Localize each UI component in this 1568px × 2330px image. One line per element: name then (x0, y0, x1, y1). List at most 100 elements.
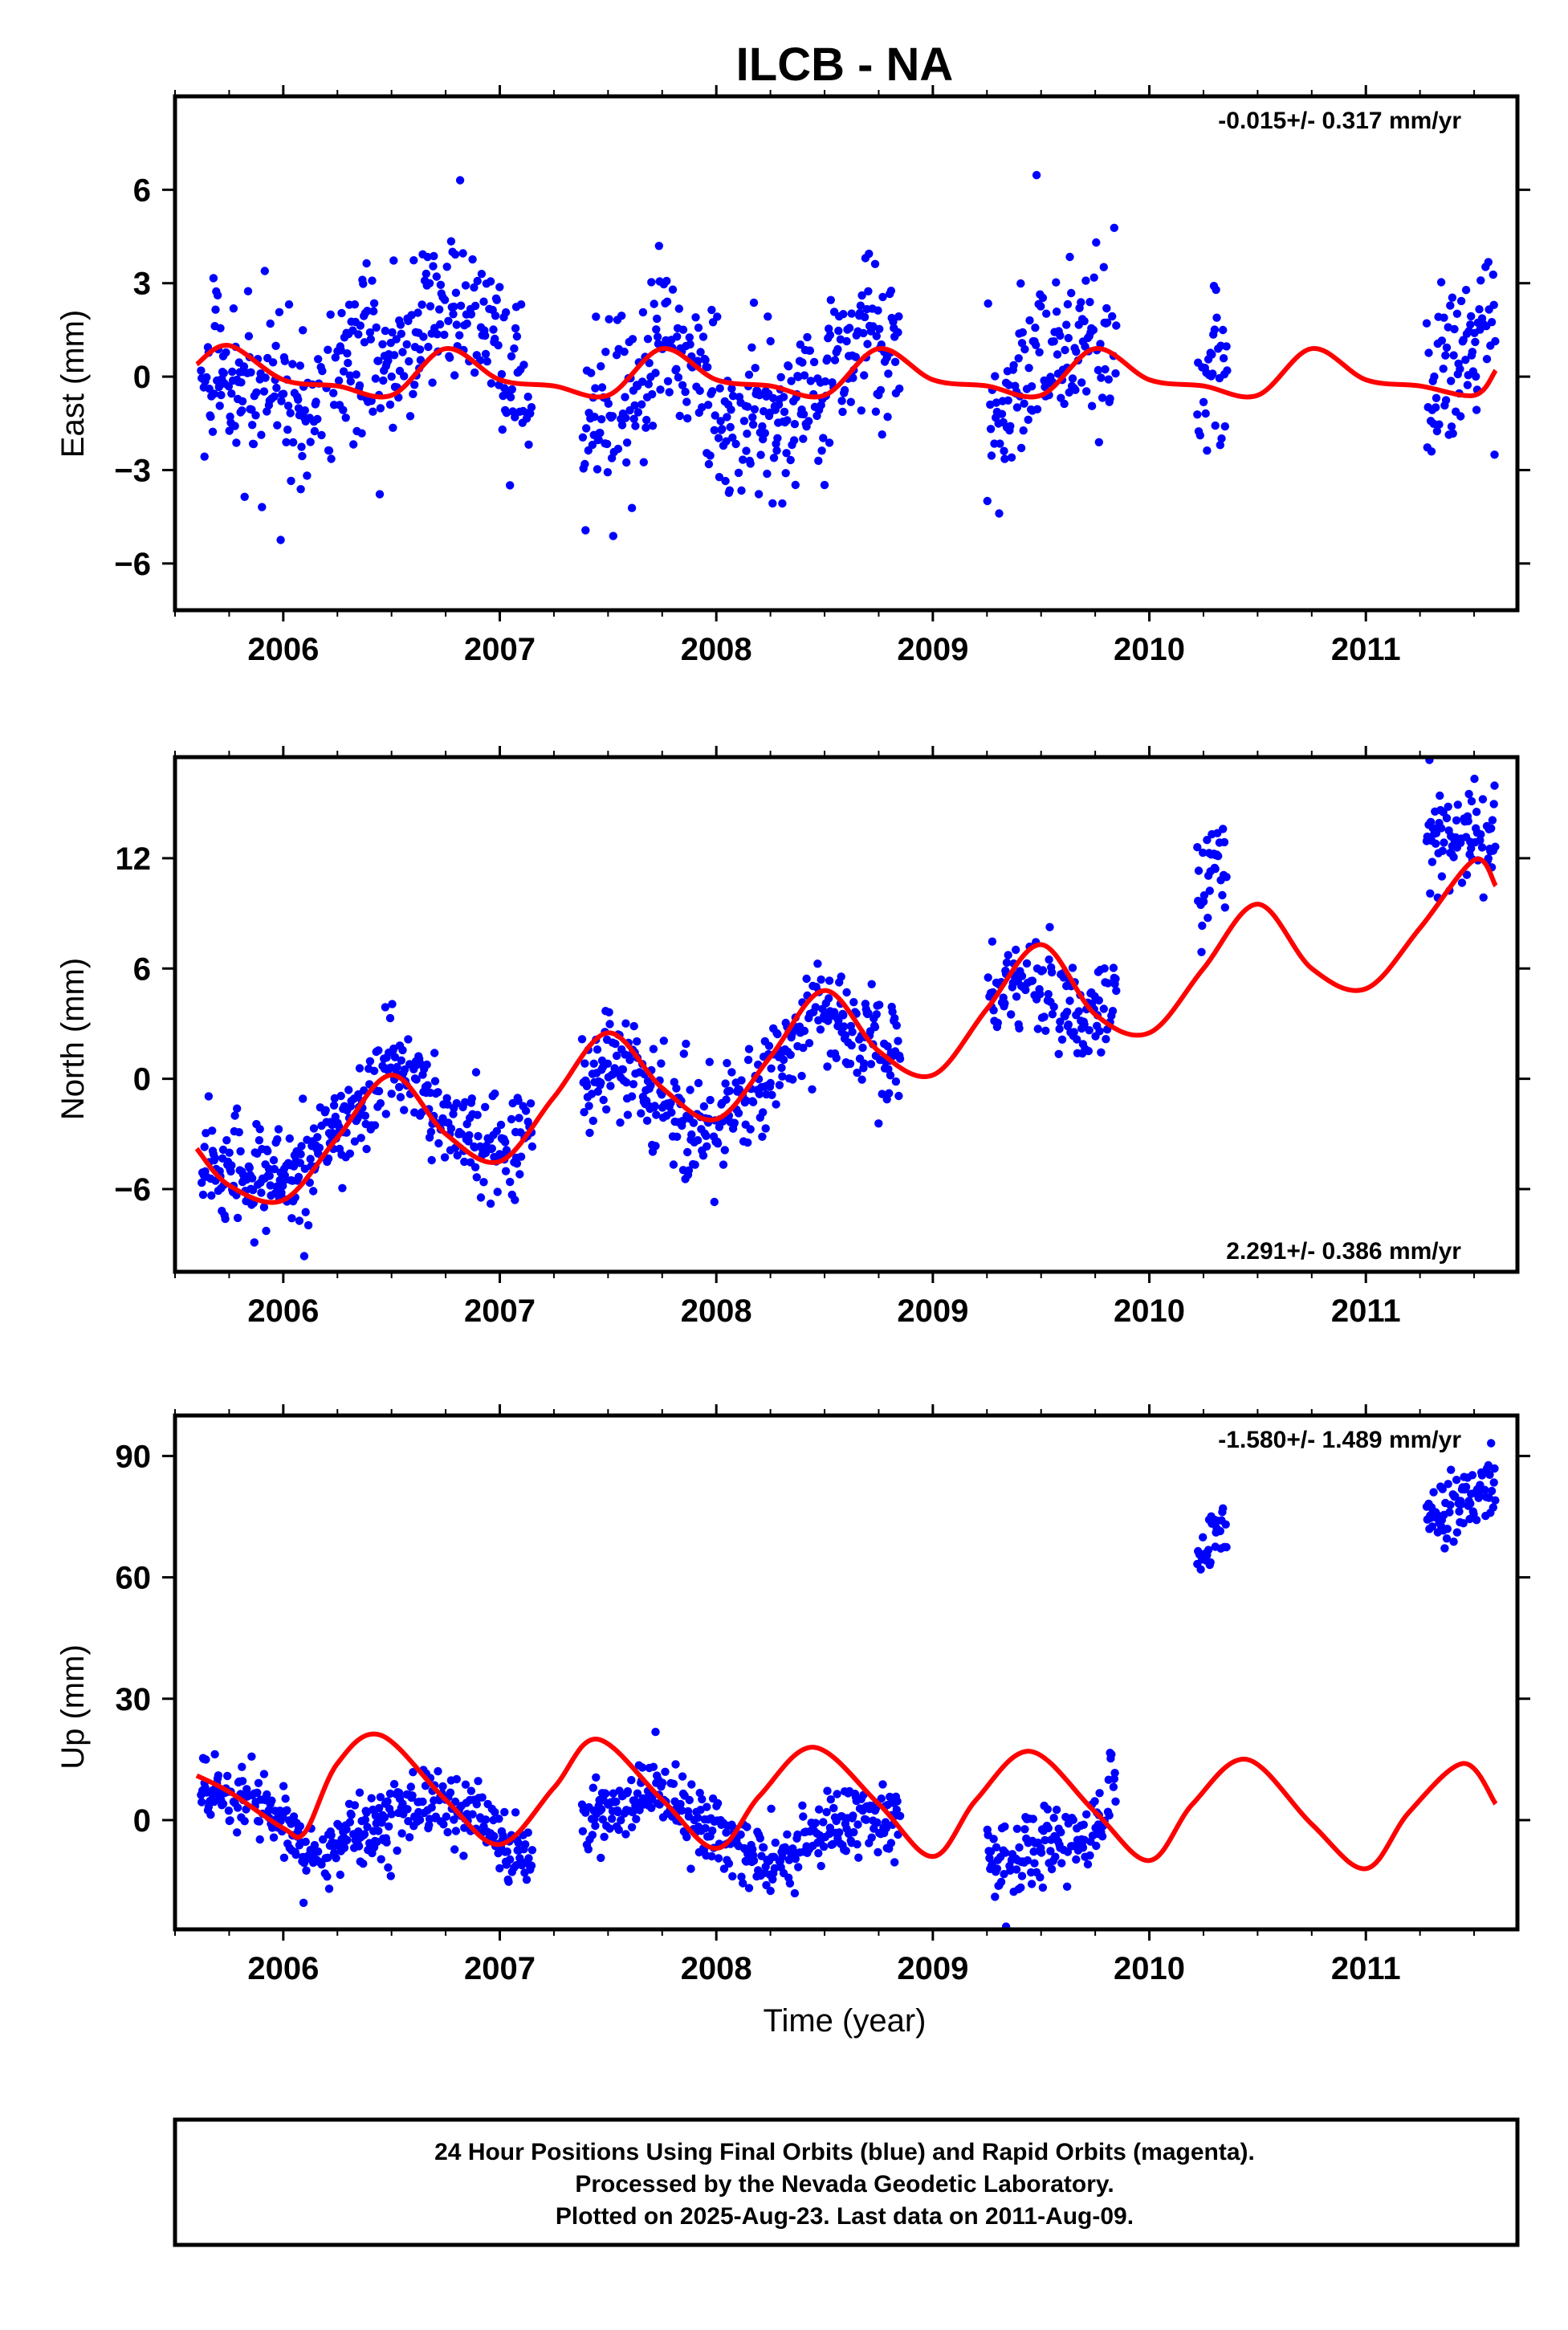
data-point (882, 1823, 891, 1833)
data-point (983, 496, 992, 506)
data-point (837, 397, 846, 405)
data-point (449, 310, 458, 319)
data-point (842, 336, 851, 346)
data-point (1100, 964, 1109, 973)
data-point (627, 1823, 637, 1831)
data-point (360, 1815, 370, 1824)
data-point (1057, 1859, 1066, 1868)
data-point (271, 341, 280, 350)
data-point (367, 397, 376, 405)
data-point (1489, 1478, 1498, 1487)
data-point (1203, 836, 1212, 845)
data-point (778, 1852, 787, 1861)
data-point (367, 1794, 376, 1802)
data-point (874, 1847, 882, 1857)
data-point (710, 1197, 719, 1207)
data-point (1099, 263, 1109, 271)
data-point (395, 1082, 404, 1092)
data-point (1480, 1485, 1489, 1494)
data-point (443, 1827, 452, 1837)
data-point (233, 1104, 242, 1113)
data-point (790, 1888, 800, 1898)
data-point (678, 1806, 686, 1815)
data-point (300, 1164, 309, 1173)
data-point (352, 370, 360, 379)
x-tick-label: 2006 (247, 1293, 319, 1329)
data-point (1047, 1864, 1057, 1874)
data-point (1432, 403, 1440, 412)
data-point (347, 1811, 356, 1819)
data-point (269, 1155, 279, 1165)
data-point (297, 1142, 306, 1151)
data-point (512, 332, 522, 341)
data-point (853, 1839, 861, 1849)
data-point (618, 1065, 628, 1074)
data-point (1062, 320, 1071, 329)
data-point (798, 358, 807, 367)
data-point (1083, 1860, 1093, 1869)
data-point (823, 1062, 832, 1071)
x-tick-label: 2006 (247, 1951, 319, 1986)
data-point (376, 1793, 385, 1802)
data-point (233, 1828, 242, 1837)
data-point (650, 1102, 659, 1110)
data-point (202, 1755, 210, 1764)
data-point (1489, 800, 1498, 809)
data-point (621, 393, 629, 401)
data-point (602, 1105, 611, 1114)
up-panel: Up (mm) 2006 2007 2008 2009 2010 2011 0 30 60 90 -… (55, 1404, 1530, 1986)
data-point (1098, 393, 1107, 402)
data-point (1452, 1528, 1462, 1537)
data-point (673, 332, 682, 341)
data-point (1197, 947, 1206, 957)
data-point (582, 424, 591, 433)
data-point (340, 1843, 349, 1852)
data-point (748, 413, 757, 422)
data-point (397, 329, 405, 338)
data-point (996, 1877, 1006, 1887)
data-point (366, 335, 375, 344)
data-point (1038, 966, 1048, 975)
data-point (1030, 1859, 1039, 1868)
x-tick-label: 2007 (464, 1951, 536, 1986)
data-point (1044, 1823, 1053, 1833)
data-point (1080, 1835, 1089, 1844)
data-point (527, 1846, 537, 1855)
data-point (486, 1200, 495, 1208)
data-point (273, 421, 282, 430)
data-point (279, 389, 288, 398)
data-point (303, 1220, 313, 1230)
data-point (392, 335, 401, 344)
data-point (1028, 1815, 1038, 1823)
data-point (769, 454, 779, 462)
data-point (870, 259, 880, 268)
data-point (444, 316, 453, 325)
data-point (215, 401, 224, 410)
data-point (1015, 1843, 1024, 1852)
data-point (698, 1794, 707, 1804)
data-point (1004, 381, 1013, 389)
data-point (378, 340, 387, 348)
data-point (621, 1019, 630, 1028)
data-point (842, 988, 851, 997)
data-point (822, 1807, 831, 1817)
data-point (874, 306, 882, 315)
data-point (1052, 278, 1061, 287)
data-point (1012, 1824, 1022, 1833)
data-point (439, 1820, 448, 1829)
data-point (1449, 1538, 1458, 1546)
data-point (294, 1172, 303, 1182)
data-point (766, 1886, 775, 1896)
data-point (1464, 789, 1473, 799)
data-point (1107, 1750, 1116, 1759)
data-point (723, 1058, 731, 1068)
data-point (363, 307, 372, 316)
data-point (1025, 316, 1034, 325)
data-point (1220, 837, 1229, 847)
data-point (1020, 1825, 1029, 1834)
data-point (878, 430, 886, 439)
data-point (754, 490, 764, 499)
data-point (849, 1811, 857, 1820)
data-point (658, 1778, 667, 1787)
data-point (633, 1789, 642, 1798)
